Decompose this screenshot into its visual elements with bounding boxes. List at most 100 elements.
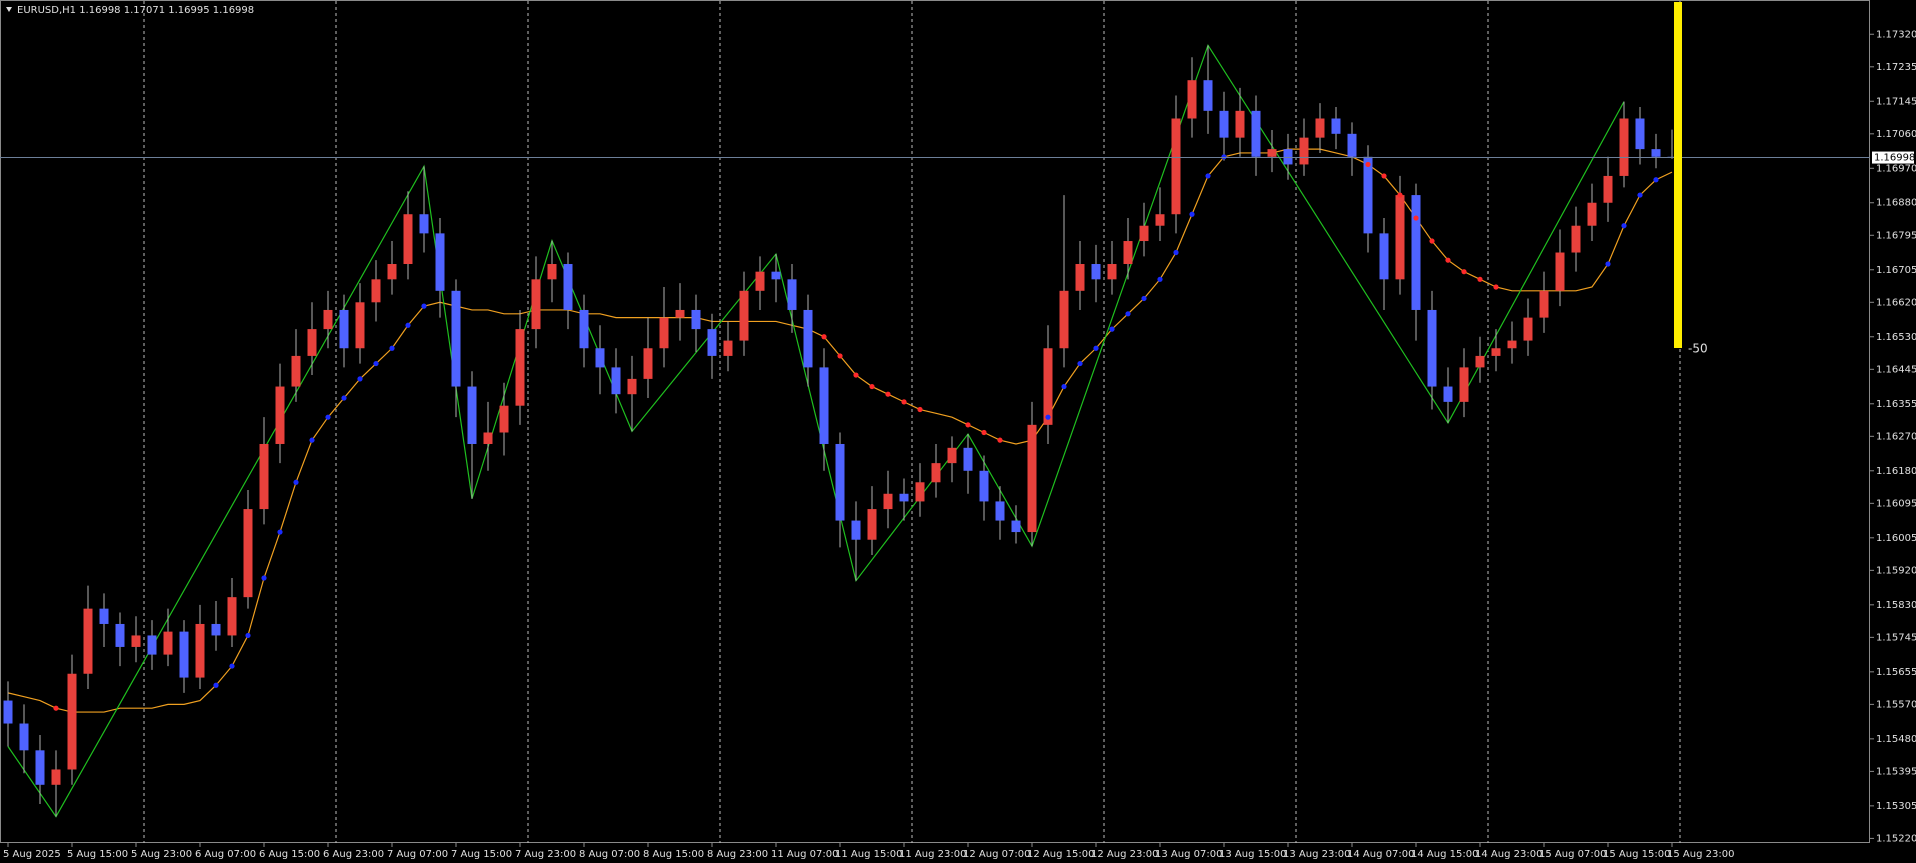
candle-body xyxy=(1267,149,1277,157)
x-tick-label: 5 Aug 15:00 xyxy=(67,849,128,860)
candle-body xyxy=(259,443,269,510)
candle-body xyxy=(1187,80,1197,119)
candle-body xyxy=(611,367,621,395)
candle-body xyxy=(515,329,525,406)
trend-dot xyxy=(277,529,283,535)
y-tick-label: 1.15480 xyxy=(1876,734,1916,745)
candle-body xyxy=(931,463,941,483)
x-tick-label: 5 Aug 23:00 xyxy=(131,849,192,860)
x-tick-label: 7 Aug 07:00 xyxy=(387,849,448,860)
trend-dot xyxy=(1381,173,1387,179)
candle-body xyxy=(499,405,509,433)
current-price-box xyxy=(1872,151,1914,164)
x-tick-label: 7 Aug 23:00 xyxy=(515,849,576,860)
candle-body xyxy=(835,443,845,521)
candle-body xyxy=(227,597,237,636)
x-tick-label: 13 Aug 15:00 xyxy=(1219,849,1286,860)
candle-body xyxy=(579,309,589,349)
candle-body xyxy=(803,309,813,368)
candle-body xyxy=(563,264,573,310)
trend-dot xyxy=(821,334,827,340)
trend-dot xyxy=(245,632,251,639)
candle-body xyxy=(691,309,701,330)
trend-dot xyxy=(1109,326,1115,332)
candle-body xyxy=(3,700,13,724)
candle-body xyxy=(627,378,637,395)
candle-body xyxy=(115,623,125,647)
trend-dot xyxy=(309,437,315,443)
candle-body xyxy=(1059,290,1069,349)
y-tick-label: 1.17235 xyxy=(1876,62,1916,73)
candle-body xyxy=(979,470,989,502)
candle-body xyxy=(371,279,381,303)
x-tick-label: 8 Aug 07:00 xyxy=(579,849,640,860)
candle-body xyxy=(291,355,301,387)
candle-body xyxy=(1651,149,1661,157)
x-tick-label: 15 Aug 07:00 xyxy=(1539,849,1606,860)
candle-body xyxy=(883,493,893,510)
x-tick-label: 8 Aug 15:00 xyxy=(643,849,704,860)
candle-body xyxy=(19,723,29,751)
candle-body xyxy=(899,493,909,502)
y-tick-label: 1.17145 xyxy=(1876,96,1916,107)
y-tick-label: 1.16005 xyxy=(1876,533,1916,544)
candle-body xyxy=(1347,133,1357,157)
candle-body xyxy=(595,348,605,368)
candle-body xyxy=(163,631,173,655)
candle-body xyxy=(1155,214,1165,226)
candle-body xyxy=(1395,195,1405,280)
x-tick-label: 11 Aug 23:00 xyxy=(899,849,966,860)
y-tick-label: 1.15830 xyxy=(1876,600,1916,611)
candle-body xyxy=(467,386,477,444)
trend-dot xyxy=(373,360,379,367)
candle-body xyxy=(1075,264,1085,291)
x-tick-label: 15 Aug 23:00 xyxy=(1667,849,1734,860)
trend-dot xyxy=(293,479,299,485)
candle-body xyxy=(1587,202,1597,226)
candle-body xyxy=(451,290,461,387)
candle-body xyxy=(1251,110,1261,157)
x-tick-label: 11 Aug 07:00 xyxy=(771,849,838,860)
y-tick-label: 1.15395 xyxy=(1876,766,1916,777)
trend-dot xyxy=(1077,360,1083,367)
candle-body xyxy=(1523,317,1533,341)
candle-body xyxy=(723,340,733,356)
trend-dot xyxy=(837,353,843,359)
trend-dot xyxy=(1205,173,1211,179)
candle-body xyxy=(403,214,413,265)
trend-dot xyxy=(853,372,859,378)
candle-body xyxy=(547,264,557,280)
y-tick-label: 1.16970 xyxy=(1876,163,1916,174)
candle-body xyxy=(1411,195,1421,310)
candle-body xyxy=(275,386,285,444)
candle-body xyxy=(755,271,765,291)
trend-dot xyxy=(1221,154,1227,160)
trend-dot xyxy=(1157,276,1163,282)
trend-dot xyxy=(389,345,395,351)
x-tick-label: 6 Aug 07:00 xyxy=(195,849,256,860)
x-tick-label: 12 Aug 15:00 xyxy=(1027,849,1094,860)
candle-body xyxy=(1475,355,1485,368)
trend-dot xyxy=(341,395,347,401)
trend-dot xyxy=(1653,177,1659,183)
candle-body xyxy=(99,608,109,624)
trend-dot xyxy=(1621,223,1627,229)
trend-dot xyxy=(965,422,971,428)
menu-arrow[interactable] xyxy=(6,7,12,12)
candle-body xyxy=(1027,424,1037,533)
y-tick-label: 1.15655 xyxy=(1876,667,1916,678)
x-tick-label: 7 Aug 15:00 xyxy=(451,849,512,860)
candle-body xyxy=(387,264,397,280)
candle-body xyxy=(947,447,957,464)
trend-dot xyxy=(1477,276,1483,282)
trend-dot xyxy=(981,429,987,436)
trend-dot xyxy=(261,575,267,581)
y-tick-label: 1.16795 xyxy=(1876,230,1916,241)
trend-dot xyxy=(1445,257,1451,263)
candle-body xyxy=(419,214,429,234)
trend-dot xyxy=(1413,215,1419,221)
y-tick-label: 1.16530 xyxy=(1876,332,1916,343)
candle-body xyxy=(339,309,349,349)
y-tick-label: 1.16355 xyxy=(1876,399,1916,410)
